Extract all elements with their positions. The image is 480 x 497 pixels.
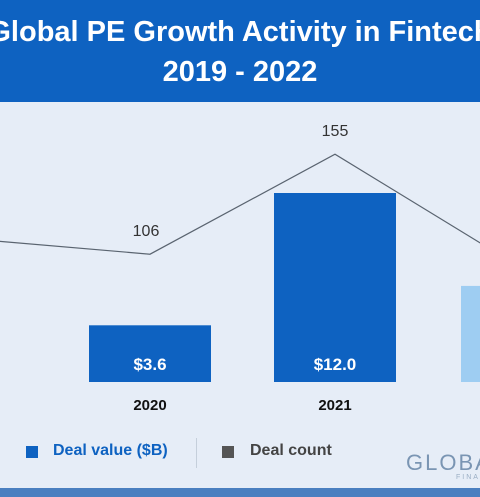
legend-divider (196, 438, 197, 468)
chart-header: Global PE Growth Activity in Fintech 201… (0, 0, 480, 102)
bar-2022 (461, 285, 480, 382)
x-tick-label-2020: 2020 (133, 397, 166, 414)
legend-label-deal-value: Deal value ($B) (53, 442, 168, 459)
chart-legend: Deal value ($B) Deal count (0, 432, 480, 472)
legend-label-deal-count: Deal count (250, 442, 332, 459)
chart-plot: $3.6$12.01061552019202020212022 (0, 123, 480, 414)
line-label-2021: 155 (322, 123, 349, 140)
x-tick-label-2021: 2021 (318, 397, 351, 414)
bar-2021 (274, 193, 396, 382)
legend-swatch-deal-value (26, 446, 38, 458)
bar-label-2020: $3.6 (133, 355, 166, 374)
logo: GLOBA (406, 450, 480, 475)
chart-subtitle: 2019 - 2022 (162, 56, 318, 88)
series-line-deal-count (0, 153, 480, 255)
logo-subtext: FINA (456, 474, 480, 481)
bottom-bar (0, 488, 480, 497)
line-label-2020: 106 (133, 223, 160, 240)
legend-swatch-deal-count (222, 446, 234, 458)
chart-title: Global PE Growth Activity in Fintech (0, 16, 480, 48)
bar-2020 (89, 325, 211, 382)
bar-label-2021: $12.0 (314, 355, 357, 374)
